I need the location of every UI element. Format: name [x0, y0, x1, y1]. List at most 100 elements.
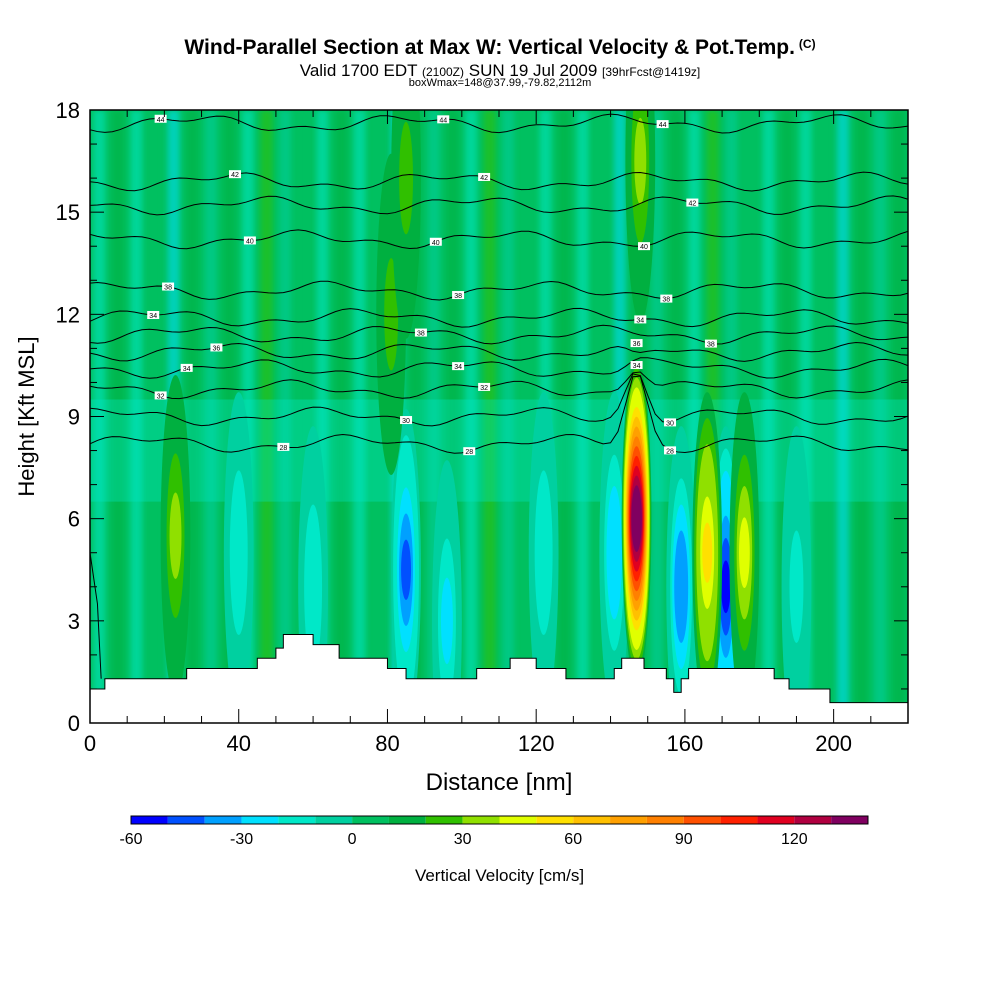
- theta-label: 34: [183, 366, 191, 373]
- colorbar-label: Vertical Velocity [cm/s]: [415, 866, 584, 885]
- downdraft: [781, 426, 812, 723]
- theta-label-bg: [452, 291, 465, 300]
- theta-label-bg: [210, 343, 223, 352]
- x-axis-label: Distance [nm]: [426, 769, 573, 796]
- theta-label: 44: [659, 122, 667, 129]
- velocity-streak: [465, 110, 478, 723]
- downdraft: [528, 392, 559, 714]
- theta-label: 34: [454, 364, 462, 371]
- theta-contours: 28 28 28 30 30 32 32 34 34 34 36 36 38 38 34 34 38 38 38 40…: [90, 113, 908, 456]
- theta-contour: [90, 113, 908, 134]
- colorbar-swatch: [757, 816, 795, 824]
- theta-label-bg: [634, 315, 647, 324]
- theta-contour: [90, 357, 908, 379]
- y-tick-label: 6: [68, 507, 80, 532]
- downdraft-contour: [676, 556, 687, 617]
- plot-area: 28 28 28 30 30 32 32 34 34 34 36 36 38 38 34 34 38 38 38 40…: [90, 110, 908, 723]
- theta-contour: [90, 280, 908, 301]
- colorbar-swatch: [388, 816, 426, 824]
- colorbar-tick-label: -30: [230, 831, 253, 848]
- theta-label: 42: [231, 172, 239, 179]
- theta-label-bg: [463, 447, 476, 456]
- downdraft-contour: [789, 530, 804, 643]
- x-tick-label: 0: [84, 731, 96, 756]
- theta-label: 32: [480, 385, 488, 392]
- theta-label-bg: [437, 115, 450, 124]
- downdraft-contour: [401, 539, 412, 600]
- y-tick-label: 15: [56, 200, 80, 225]
- theta-label: 40: [246, 238, 254, 245]
- theta-label: 28: [666, 448, 674, 455]
- theta-label-bg: [243, 236, 256, 245]
- theta-label: 44: [157, 117, 165, 124]
- colorbar-swatch: [131, 816, 168, 824]
- velocity-streak: [483, 110, 496, 723]
- colorbar-swatch: [425, 816, 463, 824]
- forecast-info: [39hrFcst@1419z]: [602, 65, 701, 79]
- theta-label: 40: [640, 244, 648, 251]
- colorbar-swatch: [499, 816, 537, 824]
- theta-label: 34: [149, 313, 157, 320]
- colorbar-swatch: [315, 816, 353, 824]
- downdraft-contour: [440, 577, 453, 664]
- downdraft-contour: [721, 560, 731, 614]
- theta-label-bg: [414, 328, 427, 337]
- theta-label-bg: [630, 361, 643, 370]
- updraft: [621, 358, 652, 680]
- theta-label-bg: [664, 446, 677, 455]
- colorbar-tick-label: 0: [348, 831, 357, 848]
- theta-label-bg: [400, 416, 413, 425]
- colorbar-swatch: [720, 816, 758, 824]
- theta-label: 36: [633, 341, 641, 348]
- valid-utc: (2100Z): [421, 65, 465, 79]
- updraft: [391, 110, 421, 339]
- colorbar-swatch: [536, 816, 574, 824]
- colorbar-swatch: [794, 816, 832, 824]
- colorbar-swatch: [573, 816, 611, 824]
- colorbar-swatch: [646, 816, 684, 824]
- theta-label-bg: [660, 294, 673, 303]
- theta-contour: [90, 375, 908, 454]
- theta-label-bg: [154, 114, 167, 123]
- velocity-streak: [576, 110, 589, 723]
- theta-label: 36: [213, 345, 221, 352]
- y-tick-label: 9: [68, 405, 80, 430]
- theta-label: 34: [636, 317, 644, 324]
- valid-date: SUN 19 Jul 2009: [468, 61, 598, 80]
- velocity-streak: [558, 110, 571, 723]
- velocity-streak: [111, 110, 124, 723]
- theta-contour: [90, 341, 908, 362]
- x-tick-label: 160: [667, 731, 704, 756]
- theta-label: 28: [465, 449, 473, 456]
- x-tick-label: 200: [815, 731, 852, 756]
- colorbar-swatch: [204, 816, 242, 824]
- theta-contour: [90, 229, 908, 250]
- theta-label: 38: [164, 285, 172, 292]
- theta-label: 28: [279, 445, 287, 452]
- title-text: Wind-Parallel Section at Max W: Vertical…: [184, 36, 795, 59]
- y-tick-label: 3: [68, 609, 80, 634]
- zero-contour: [90, 552, 102, 679]
- box-info: boxWmax=148@37.99,-79.82,2112m: [408, 77, 592, 89]
- colorbar-tick-label: 30: [454, 831, 472, 848]
- theta-label: 42: [688, 201, 696, 208]
- theta-label: 44: [439, 117, 447, 124]
- updraft: [692, 392, 723, 714]
- theta-label-bg: [162, 282, 175, 291]
- colorbar-tick-label: 60: [564, 831, 582, 848]
- valid-time: Valid 1700 EDT: [299, 61, 418, 80]
- downdraft: [432, 460, 462, 723]
- updraft: [625, 110, 656, 322]
- velocity-streak: [353, 110, 366, 723]
- theta-label-bg: [429, 237, 442, 246]
- theta-label-bg: [452, 362, 465, 371]
- y-axis-label: Height [Kft MSL]: [14, 336, 39, 496]
- theta-contour: [90, 307, 908, 328]
- theta-label: 38: [417, 331, 425, 338]
- y-tick-label: 0: [68, 711, 80, 736]
- colorbar-tick-label: -60: [119, 831, 142, 848]
- x-tick-label: 80: [375, 731, 399, 756]
- theta-label: 38: [662, 297, 670, 304]
- colorbar-swatch: [831, 816, 868, 824]
